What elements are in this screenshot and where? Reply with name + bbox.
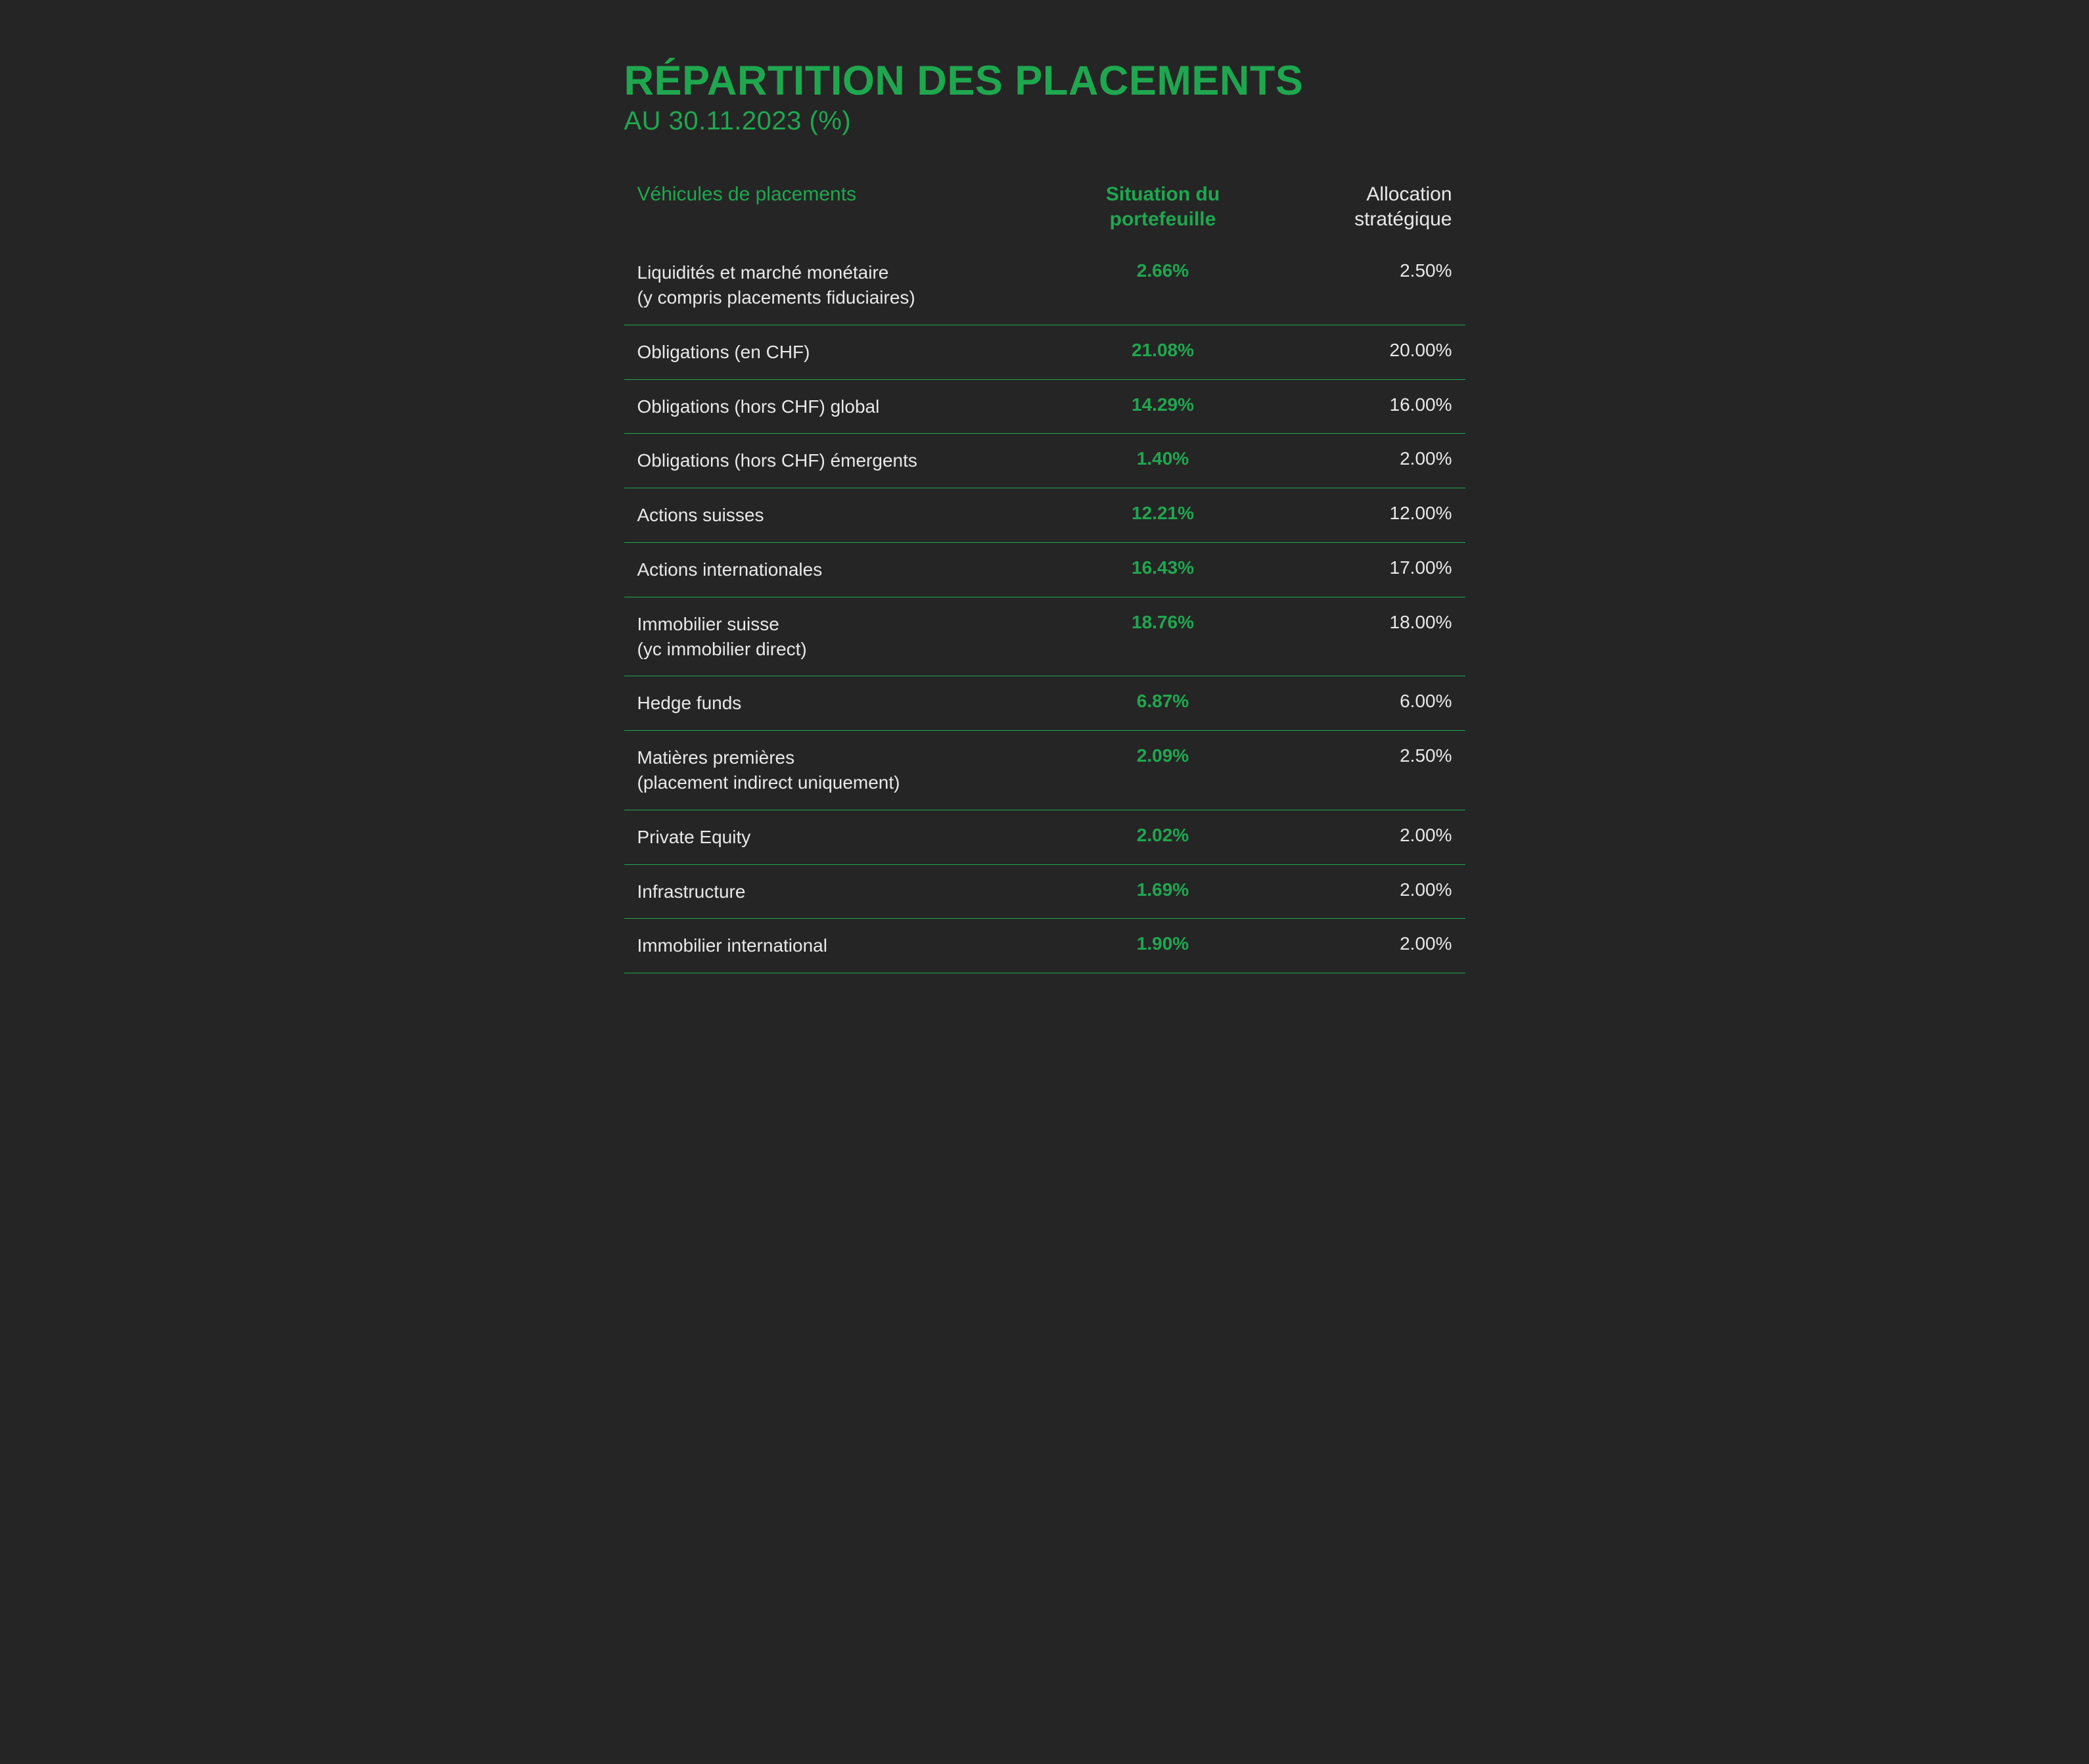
- table-header-row: Véhicules de placements Situation duport…: [624, 182, 1465, 246]
- table-row: Obligations (en CHF) 21.08% 20.00%: [624, 325, 1465, 380]
- row-portfolio-value: 1.40%: [1071, 448, 1255, 469]
- page-subtitle: AU 30.11.2023 (%): [624, 106, 1465, 136]
- row-label: Hedge funds: [637, 691, 1058, 716]
- row-strategic-value: 18.00%: [1268, 612, 1452, 633]
- row-label: Actions internationales: [637, 557, 1058, 582]
- table-row: Obligations (hors CHF) émergents 1.40% 2.0…: [624, 434, 1465, 488]
- row-strategic-value: 6.00%: [1268, 691, 1452, 712]
- row-strategic-value: 17.00%: [1268, 557, 1452, 578]
- table-row: Immobilier international 1.90% 2.00%: [624, 919, 1465, 973]
- allocation-table: Véhicules de placements Situation duport…: [624, 182, 1465, 973]
- col-header-strategic: Allocationstratégique: [1268, 182, 1452, 231]
- col-header-portfolio: Situation duportefeuille: [1071, 182, 1255, 231]
- row-strategic-value: 2.00%: [1268, 825, 1452, 846]
- row-portfolio-value: 2.09%: [1071, 745, 1255, 766]
- row-portfolio-value: 18.76%: [1071, 612, 1255, 633]
- row-strategic-value: 2.00%: [1268, 933, 1452, 954]
- row-sublabel: (placement indirect uniquement): [637, 770, 1058, 795]
- row-label: Obligations (en CHF): [637, 340, 1058, 365]
- row-label: Matières premières(placement indirect un…: [637, 745, 1058, 795]
- row-portfolio-value: 6.87%: [1071, 691, 1255, 712]
- row-portfolio-value: 1.90%: [1071, 933, 1255, 954]
- table-row: Immobilier suisse(yc immobilier direct) 1…: [624, 597, 1465, 677]
- table-row: Hedge funds 6.87% 6.00%: [624, 676, 1465, 731]
- table-row: Private Equity 2.02% 2.00%: [624, 810, 1465, 865]
- row-strategic-value: 20.00%: [1268, 340, 1452, 361]
- row-label: Infrastructure: [637, 879, 1058, 904]
- row-portfolio-value: 2.66%: [1071, 260, 1255, 281]
- table-row: Liquidités et marché monétaire(y compris…: [624, 246, 1465, 325]
- row-portfolio-value: 16.43%: [1071, 557, 1255, 578]
- table-body: Liquidités et marché monétaire(y compris…: [624, 246, 1465, 973]
- row-label: Liquidités et marché monétaire(y compris…: [637, 260, 1058, 310]
- row-strategic-value: 2.00%: [1268, 448, 1452, 469]
- row-label: Actions suisses: [637, 503, 1058, 528]
- row-portfolio-value: 2.02%: [1071, 825, 1255, 846]
- row-label: Immobilier international: [637, 933, 1058, 958]
- row-strategic-value: 2.50%: [1268, 745, 1452, 766]
- row-label: Obligations (hors CHF) global: [637, 394, 1058, 419]
- table-row: Obligations (hors CHF) global 14.29% 16.00…: [624, 380, 1465, 434]
- row-portfolio-value: 21.08%: [1071, 340, 1255, 361]
- row-label: Immobilier suisse(yc immobilier direct): [637, 612, 1058, 662]
- row-strategic-value: 2.50%: [1268, 260, 1452, 281]
- row-portfolio-value: 1.69%: [1071, 879, 1255, 900]
- row-strategic-value: 16.00%: [1268, 394, 1452, 415]
- row-portfolio-value: 12.21%: [1071, 503, 1255, 524]
- allocation-report: RÉPARTITION DES PLACEMENTS AU 30.11.2023…: [545, 0, 1544, 1065]
- row-portfolio-value: 14.29%: [1071, 394, 1255, 415]
- page-title: RÉPARTITION DES PLACEMENTS: [624, 59, 1465, 103]
- col-header-label: Véhicules de placements: [637, 182, 1058, 207]
- row-sublabel: (yc immobilier direct): [637, 637, 1058, 662]
- table-row: Actions internationales 16.43% 17.00%: [624, 543, 1465, 597]
- table-row: Infrastructure 1.69% 2.00%: [624, 865, 1465, 919]
- row-sublabel: (y compris placements fiduciaires): [637, 285, 1058, 310]
- row-strategic-value: 12.00%: [1268, 503, 1452, 524]
- table-row: Actions suisses 12.21% 12.00%: [624, 488, 1465, 543]
- table-row: Matières premières(placement indirect un…: [624, 731, 1465, 810]
- row-label: Obligations (hors CHF) émergents: [637, 448, 1058, 473]
- row-strategic-value: 2.00%: [1268, 879, 1452, 900]
- row-label: Private Equity: [637, 825, 1058, 850]
